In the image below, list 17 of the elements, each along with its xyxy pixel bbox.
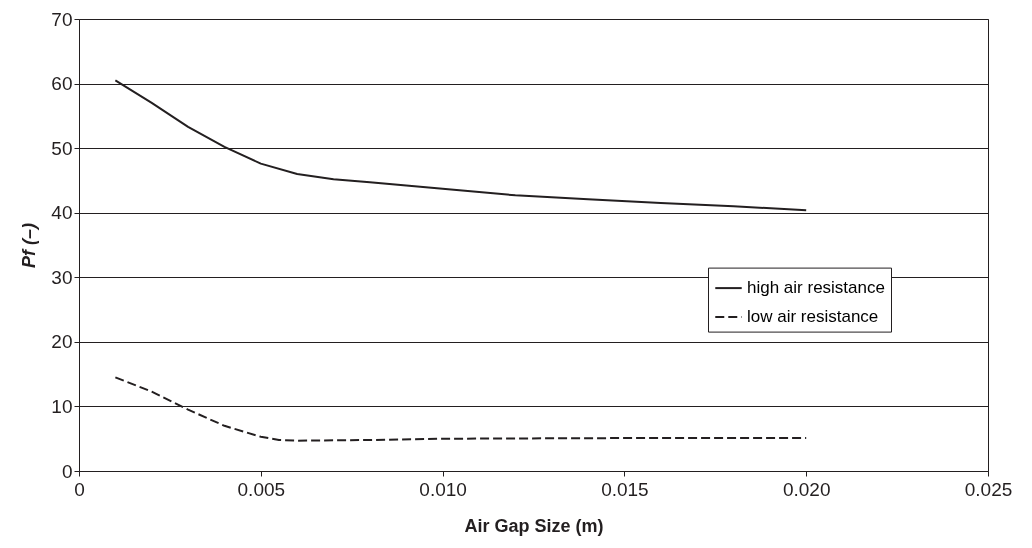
y-tick-label: 40 [51, 202, 73, 224]
x-tick-label: 0.015 [601, 478, 649, 500]
legend-label: high air resistance [747, 278, 885, 298]
y-tick-label: 10 [51, 395, 73, 417]
x-axis-title: Air Gap Size (m) [464, 515, 604, 536]
legend-label: low air resistance [747, 307, 879, 327]
y-tick-label: 60 [51, 73, 73, 95]
x-tick-label: 0.020 [782, 478, 831, 500]
y-tick-label: 50 [51, 137, 73, 159]
x-tick-label: 0.025 [964, 478, 1013, 500]
y-tick-label: 30 [51, 266, 73, 288]
y-tick-label: 0 [61, 460, 73, 482]
x-tick-label: 0.010 [419, 478, 467, 500]
y-tick-label: 70 [51, 8, 73, 30]
y-tick-label: 20 [51, 331, 73, 353]
x-tick-label: 0.005 [237, 478, 286, 500]
y-axis-title: Pf (–) [19, 222, 40, 268]
